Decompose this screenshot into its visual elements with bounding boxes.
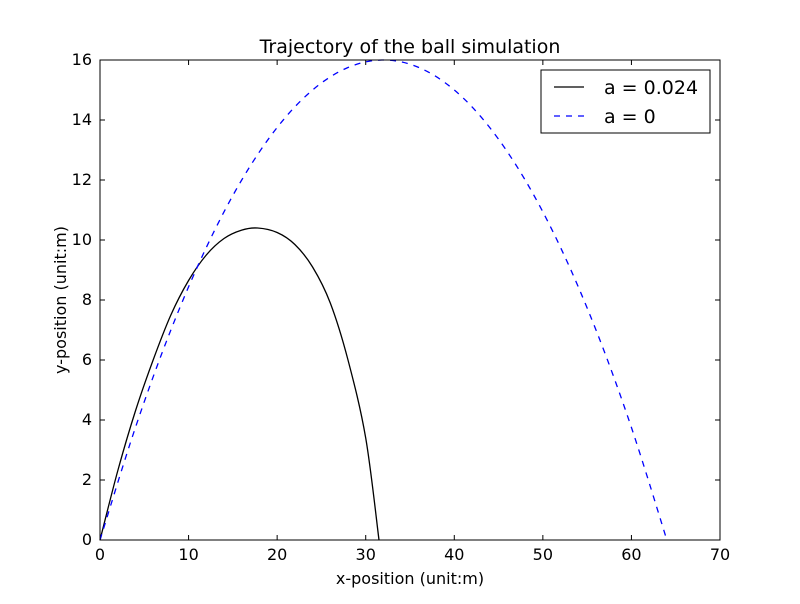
axis-ticks: 0 10 20 30 40 50 60 70 0 2 4 6 8 10 12 14 16 <box>72 50 731 564</box>
x-tick-label: 30 <box>356 545 376 564</box>
y-tick-label: 0 <box>82 530 92 549</box>
legend-label: a = 0 <box>604 106 656 128</box>
y-axis-label: y-position (unit:m) <box>51 226 70 374</box>
y-tick-label: 6 <box>82 350 92 369</box>
series-line-1 <box>99 227 380 541</box>
x-tick-label: 20 <box>267 545 287 564</box>
x-tick-label: 60 <box>621 545 641 564</box>
x-tick-label: 0 <box>95 545 105 564</box>
x-tick-label: 50 <box>533 545 553 564</box>
legend: a = 0.024 a = 0 <box>540 69 711 134</box>
y-tick-label: 12 <box>72 170 92 189</box>
y-tick-label: 14 <box>72 110 92 129</box>
y-tick-label: 8 <box>82 290 92 309</box>
y-tick-label: 2 <box>82 470 92 489</box>
y-tick-label: 10 <box>72 230 92 249</box>
plot-frame <box>99 59 721 541</box>
legend-label: a = 0.024 <box>604 77 698 99</box>
x-axis-label: x-position (unit:m) <box>336 569 484 588</box>
chart-title: Trajectory of the ball simulation <box>259 36 561 58</box>
legend-box <box>540 69 711 134</box>
x-tick-label: 70 <box>710 545 730 564</box>
y-tick-label: 4 <box>82 410 92 429</box>
x-tick-label: 10 <box>178 545 198 564</box>
x-tick-label: 40 <box>444 545 464 564</box>
y-tick-label: 16 <box>72 50 92 69</box>
